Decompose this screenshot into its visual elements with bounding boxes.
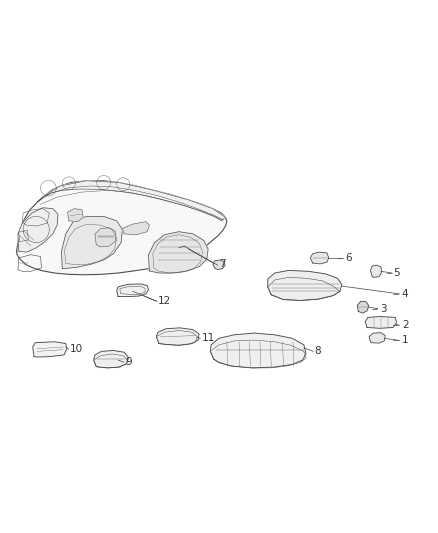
Polygon shape <box>369 333 385 343</box>
Text: 2: 2 <box>402 320 408 330</box>
Polygon shape <box>210 333 306 368</box>
Polygon shape <box>268 270 342 301</box>
Text: 8: 8 <box>315 346 321 357</box>
Polygon shape <box>365 317 396 328</box>
Polygon shape <box>371 265 382 277</box>
Text: 11: 11 <box>201 333 215 343</box>
Polygon shape <box>17 181 227 275</box>
Polygon shape <box>67 208 83 222</box>
Polygon shape <box>156 328 199 345</box>
Polygon shape <box>311 252 328 264</box>
Text: 3: 3 <box>380 304 387 314</box>
Text: 10: 10 <box>70 344 83 354</box>
Polygon shape <box>148 232 208 273</box>
Text: 7: 7 <box>219 260 226 269</box>
Text: 12: 12 <box>158 296 171 306</box>
Text: 5: 5 <box>393 268 400 278</box>
Text: 1: 1 <box>402 335 408 345</box>
Polygon shape <box>37 181 226 221</box>
Polygon shape <box>95 228 116 247</box>
Text: 6: 6 <box>345 253 352 263</box>
Polygon shape <box>18 208 58 252</box>
Polygon shape <box>94 351 128 368</box>
Text: 9: 9 <box>125 357 132 367</box>
Polygon shape <box>213 260 225 270</box>
Polygon shape <box>61 216 122 269</box>
Polygon shape <box>122 222 149 235</box>
Polygon shape <box>117 284 148 296</box>
Polygon shape <box>33 342 67 357</box>
Text: 4: 4 <box>402 289 408 299</box>
Polygon shape <box>357 301 369 313</box>
